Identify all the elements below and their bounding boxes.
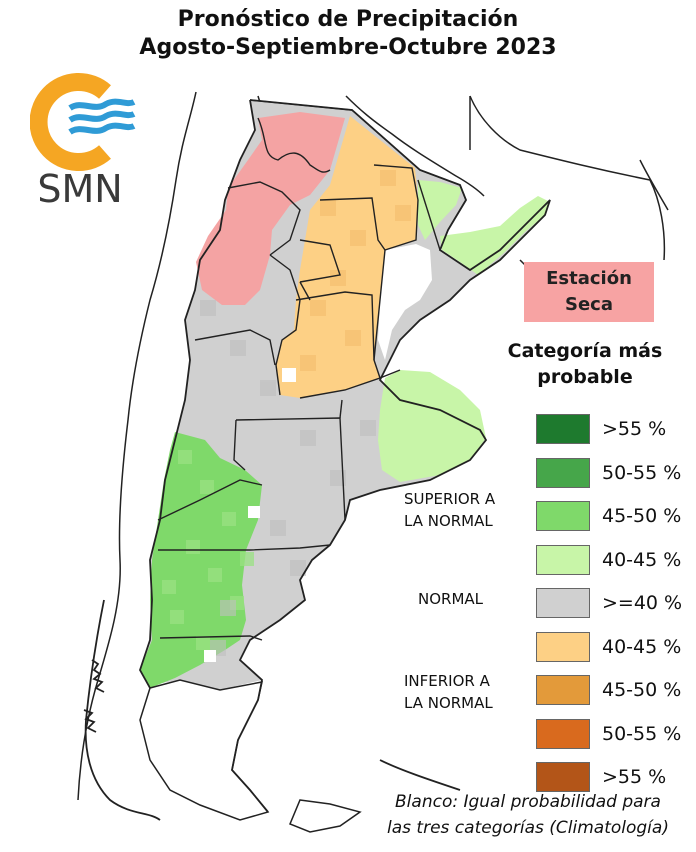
legend-label: >55 % bbox=[602, 418, 667, 440]
legend-label: >=40 % bbox=[602, 592, 683, 614]
legend-group-normal: NORMAL bbox=[418, 590, 484, 608]
note-line2: las tres categorías (Climatología) bbox=[387, 818, 669, 838]
dry-season-label: Estación Seca bbox=[524, 262, 654, 322]
chile-coast bbox=[83, 599, 461, 821]
legend-swatch bbox=[536, 414, 590, 444]
legend-label: 40-45 % bbox=[602, 636, 682, 658]
region-superior-40-45-ne bbox=[440, 196, 550, 275]
legend-group-superior-line2: LA NORMAL bbox=[404, 512, 493, 530]
legend-swatch bbox=[536, 588, 590, 618]
legend-swatch bbox=[536, 719, 590, 749]
legend-swatch bbox=[536, 675, 590, 705]
smn-logo-icon bbox=[29, 73, 136, 171]
legend-label: 50-55 % bbox=[602, 462, 682, 484]
tierra-del-fuego bbox=[289, 799, 362, 833]
region-equal-probability bbox=[378, 244, 432, 360]
green-cells bbox=[162, 450, 254, 650]
legend-label: 45-50 % bbox=[602, 679, 682, 701]
white-patches bbox=[204, 368, 296, 662]
smn-logo-text: SMN bbox=[37, 167, 123, 211]
note-line1: Blanco: Igual probabilidad para bbox=[395, 792, 661, 812]
legend-title-line2: probable bbox=[537, 366, 633, 388]
map-title-line2: Agosto-Septiembre-Octubre 2023 bbox=[139, 35, 557, 60]
legend-group-superior: SUPERIOR A LA NORMAL bbox=[404, 488, 495, 532]
legend-group-superior-line1: SUPERIOR A bbox=[404, 490, 496, 508]
legend-label: 40-45 % bbox=[602, 549, 682, 571]
dry-season-line1: Estación bbox=[546, 268, 632, 289]
legend-group-inferior-line2: LA NORMAL bbox=[404, 694, 493, 712]
legend-label: 45-50 % bbox=[602, 505, 682, 527]
region-superior-40-45-east bbox=[378, 370, 486, 482]
region-superior-40-45-ne2 bbox=[418, 180, 462, 240]
region-inferior-40-45 bbox=[276, 116, 418, 398]
smn-logo: SMN bbox=[29, 72, 140, 212]
legend-group-inferior-line1: INFERIOR A bbox=[404, 672, 490, 690]
orange-cells bbox=[300, 170, 411, 371]
legend-swatch bbox=[536, 458, 590, 488]
legend-label: >55 % bbox=[602, 766, 667, 788]
legend-group-inferior: INFERIOR A LA NORMAL bbox=[404, 670, 493, 714]
legend-swatch bbox=[536, 545, 590, 575]
legend-title: Categoría más probable bbox=[500, 338, 670, 390]
map-title-line1: Pronóstico de Precipitación bbox=[177, 7, 519, 32]
legend-swatch bbox=[536, 762, 590, 792]
legend-label: 50-55 % bbox=[602, 723, 682, 745]
argentina-border bbox=[231, 99, 551, 813]
legend-swatch bbox=[536, 632, 590, 662]
legend-swatch bbox=[536, 501, 590, 531]
argentina-west-border bbox=[139, 99, 256, 689]
grey-cells bbox=[200, 300, 376, 656]
dry-season-line2: Seca bbox=[565, 294, 613, 315]
legend-title-line1: Categoría más bbox=[507, 340, 663, 362]
southern-tip bbox=[139, 679, 270, 821]
region-dry-season bbox=[196, 112, 345, 305]
